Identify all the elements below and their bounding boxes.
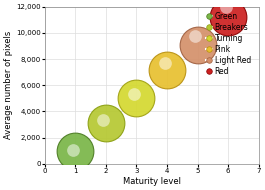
Point — [193, 35, 197, 38]
X-axis label: Maturity level: Maturity level — [123, 177, 181, 186]
Point — [71, 148, 75, 151]
Point — [195, 43, 200, 46]
Legend: Green, Breakers, Turning, Pink, Light Red, Red: Green, Breakers, Turning, Pink, Light Re… — [205, 10, 252, 77]
Point — [104, 122, 108, 125]
Point — [73, 149, 78, 152]
Point — [101, 119, 105, 122]
Point — [134, 97, 139, 100]
Point — [162, 61, 167, 64]
Point — [226, 16, 230, 19]
Point — [132, 92, 136, 95]
Point — [165, 68, 169, 71]
Y-axis label: Average number of pixels: Average number of pixels — [4, 31, 13, 139]
Point — [223, 5, 228, 8]
